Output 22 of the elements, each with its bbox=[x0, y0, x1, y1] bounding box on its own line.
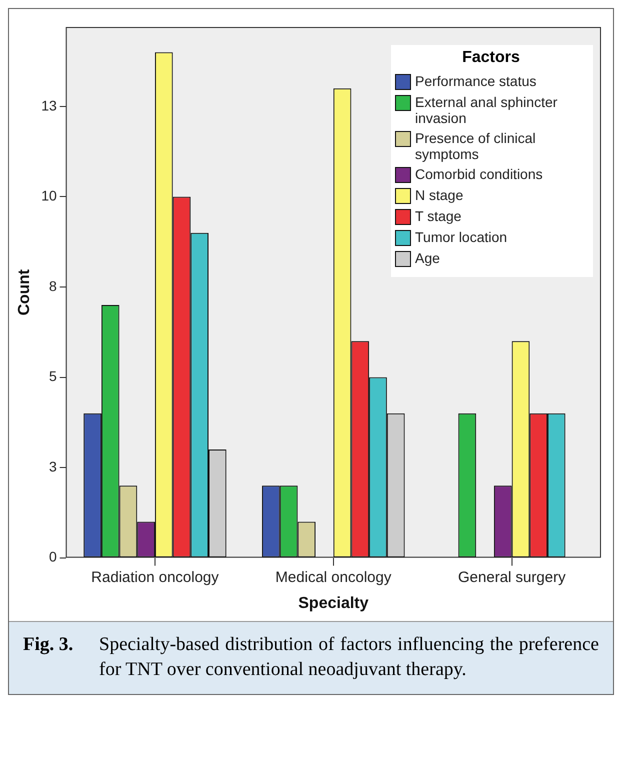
x-tick-label: Radiation oncology bbox=[91, 568, 220, 586]
text: Specialty-based distribution of factors influencing the preference for TNT over conventional neoadjuvant therapy. bbox=[99, 633, 599, 682]
y-tick-label: 13 bbox=[41, 97, 57, 114]
x-tick-label: Medical oncology bbox=[275, 568, 392, 586]
legend-label: External anal sphincter invasion bbox=[415, 94, 558, 126]
legend-label: T stage bbox=[415, 208, 462, 224]
y-tick-label: 3 bbox=[48, 458, 57, 474]
legend-label: Comorbid conditions bbox=[415, 166, 543, 182]
y-tick-label: 5 bbox=[48, 368, 57, 384]
legend-label: Tumor location bbox=[415, 229, 508, 245]
x-axis-title: Specialty bbox=[298, 594, 369, 612]
legend-label: Presence of clinical symptoms bbox=[415, 130, 537, 162]
y-tick-label: 0 bbox=[48, 548, 57, 565]
x-tick-label: General surgery bbox=[458, 568, 566, 586]
y-tick-label: 10 bbox=[41, 188, 57, 204]
legend-label: N stage bbox=[415, 187, 464, 203]
caption: Fig. 3. bbox=[23, 633, 74, 657]
y-axis-title: Count bbox=[16, 268, 34, 316]
legend-title: Factors bbox=[461, 49, 521, 67]
y-tick-label: 8 bbox=[48, 278, 57, 294]
legend-label: Age bbox=[415, 250, 440, 266]
legend-label: Performance status bbox=[415, 73, 536, 89]
